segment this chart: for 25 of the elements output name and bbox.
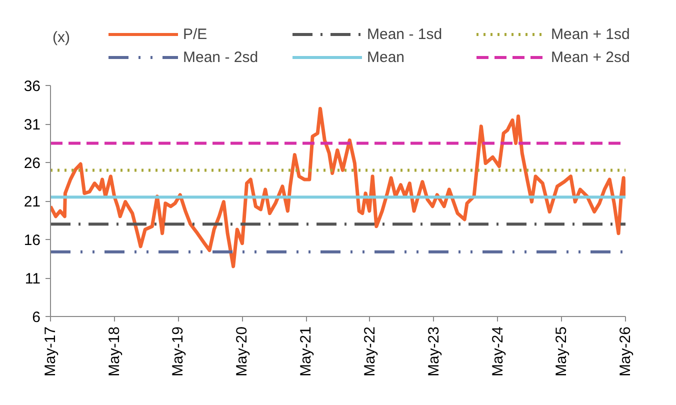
x-tick-label: May-24 <box>489 326 506 377</box>
y-tick-label: 36 <box>24 78 41 95</box>
y-tick-label: 31 <box>24 116 41 134</box>
legend-label: Mean + 1sd <box>551 24 631 44</box>
x-tick-label: May-26 <box>617 326 634 377</box>
y-tick-label: 21 <box>24 194 41 210</box>
x-tick-label: May-21 <box>298 326 315 377</box>
x-tick-label: May-20 <box>234 326 251 377</box>
y-tick-label: 11 <box>24 270 41 288</box>
y-axis-title: (x) <box>52 29 70 46</box>
x-tick-label: May-25 <box>553 326 570 377</box>
legend-label: Mean <box>367 48 406 67</box>
x-tick-label: May-22 <box>361 326 378 377</box>
y-tick-label: 26 <box>24 155 41 172</box>
y-tick-label: 16 <box>24 232 41 249</box>
legend-label: Mean - 1sd <box>367 24 444 44</box>
legend-label: Mean + 2sd <box>551 48 631 67</box>
legend-label: Mean - 2sd <box>183 48 260 67</box>
x-tick-label: May-19 <box>170 326 187 377</box>
x-tick-label: May-18 <box>106 326 123 377</box>
line-series <box>50 106 626 268</box>
y-tick-label: 6 <box>32 309 40 326</box>
legend-label: P/E <box>183 24 208 44</box>
x-tick-label: May-23 <box>425 326 442 377</box>
x-tick-label: May-17 <box>42 326 59 377</box>
